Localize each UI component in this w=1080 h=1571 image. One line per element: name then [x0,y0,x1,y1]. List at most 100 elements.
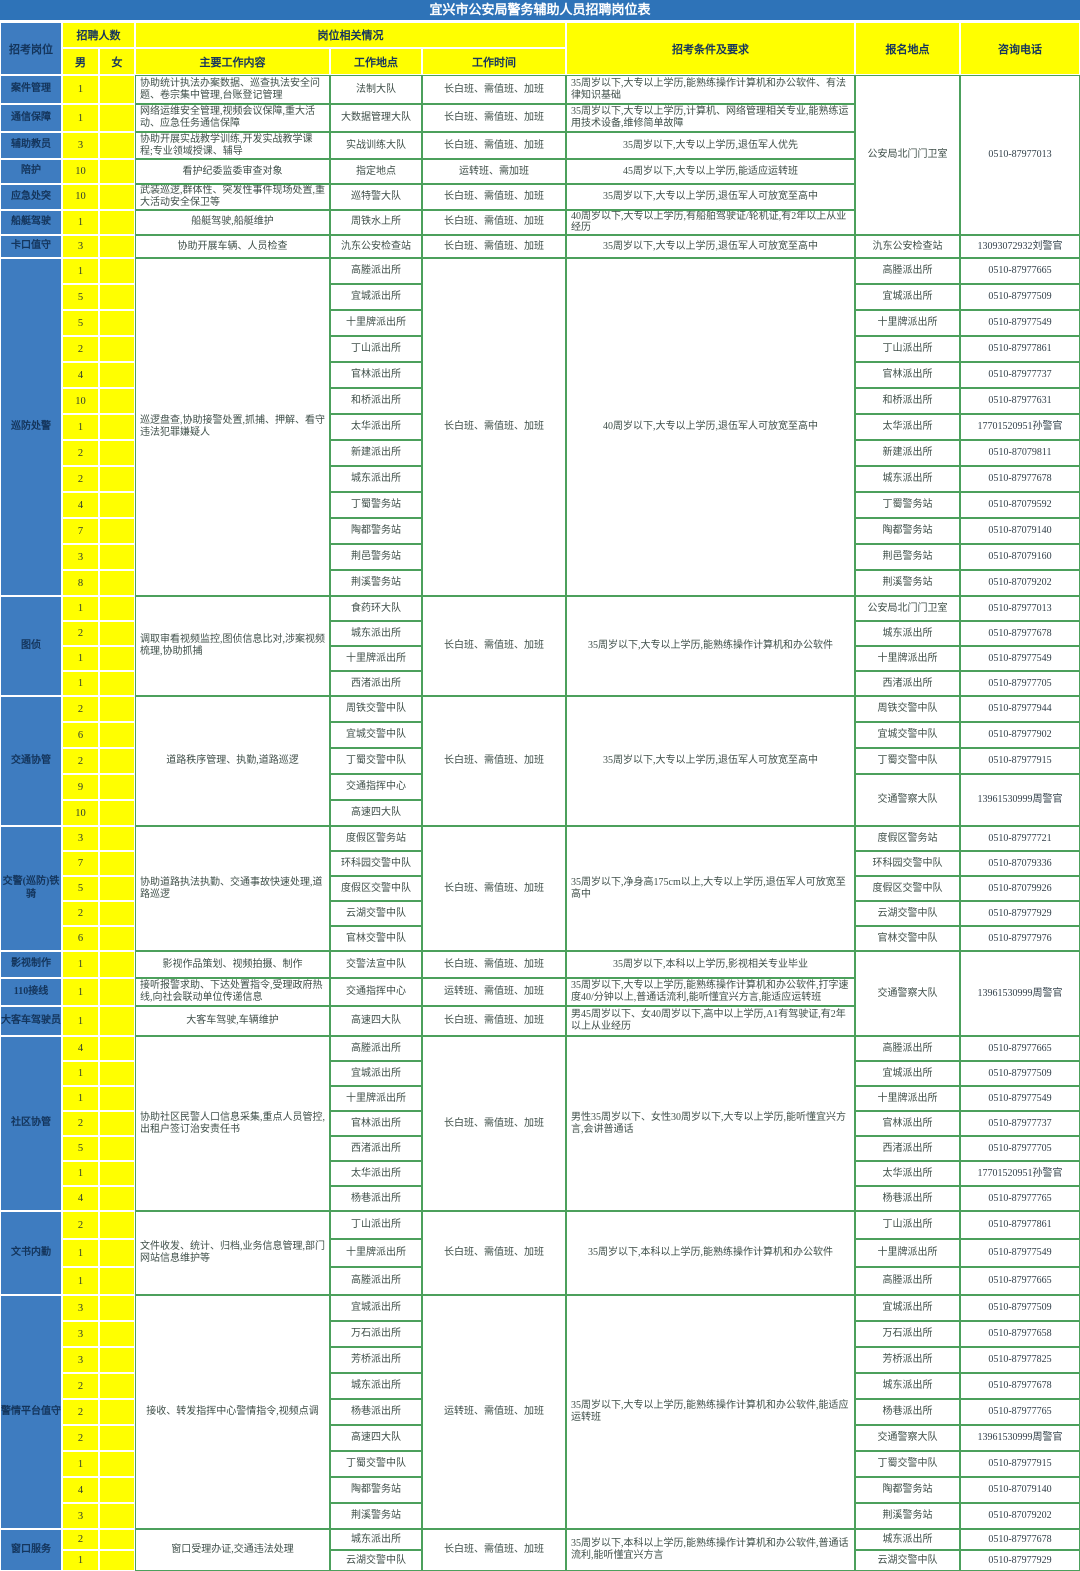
header-row-1: 招考岗位 招聘人数 岗位相关情况 招考条件及要求 报名地点 咨询电话 [0,22,1080,75]
register-place-cell: 宜城派出所 [855,284,960,311]
table-body: 案件管理 1 协助统计执法办案数据、巡查执法安全问题、卷宗集中管理,台账登记管理 法制… [0,75,1080,1571]
work-place-cell: 丁蜀交警中队 [330,1451,422,1478]
position-cell: 文书内勤 [0,1211,62,1296]
register-place-cell: 高塍派出所 [855,1267,960,1296]
requirement-cell: 35周岁以下,大专以上学历,能熟练操作计算机和办公软件 [566,596,855,697]
register-place-cell: 西渚派出所 [855,671,960,697]
duty-cell: 网络运维安全管理,视频会议保障,重大活动、应急任务通信保障 [135,104,330,132]
duty-cell: 协助开展实战教学训练,开发实战教学课程;专业领域授课、辅导 [135,132,330,159]
register-place-cell: 杨巷派出所 [855,1186,960,1212]
count-cell: 2 [62,1111,99,1137]
requirement-cell: 35周岁以下,本科以上学历,影视相关专业毕业 [566,951,855,979]
position-cell: 卡口值守 [0,235,62,259]
count-cell: 5 [62,284,99,311]
work-place-cell: 度假区交警中队 [330,876,422,902]
requirement-cell: 35周岁以下,本科以上学历,能熟练操作计算机和办公软件 [566,1211,855,1296]
register-place-cell: 官林派出所 [855,1111,960,1137]
count-cell: 2 [62,1425,99,1452]
work-place-cell: 云湖交警中队 [330,901,422,927]
table-row: 4 官林派出所 官林派出所 0510-87977737 [0,362,1080,389]
count-cell: 1 [62,646,99,672]
table-row: 3 荆邑警务站 荆邑警务站 0510-87079160 [0,544,1080,571]
register-place-cell: 城东派出所 [855,621,960,647]
count-cell [99,104,135,132]
count-cell: 7 [62,518,99,545]
phone-cell: 0510-87079140 [960,1477,1080,1504]
count-cell [99,926,135,952]
count-cell: 2 [62,1373,99,1400]
requirement-cell: 35周岁以下,净身高175cm以上,大专以上学历,退伍军人可放宽至高中 [566,826,855,952]
count-cell: 2 [62,1529,99,1551]
title-bar: 宜兴市公安局警务辅助人员招聘岗位表 [0,0,1080,22]
work-place-cell: 城东派出所 [330,466,422,493]
count-cell: 1 [62,104,99,132]
count-cell: 4 [62,1186,99,1212]
count-cell: 1 [62,1161,99,1187]
count-cell [99,696,135,723]
table-row: 7 陶都警务站 陶都警务站 0510-87079140 [0,518,1080,545]
work-place-cell: 宜城交警中队 [330,722,422,749]
position-cell: 交通协管 [0,696,62,827]
register-place-cell: 十里牌派出所 [855,1239,960,1268]
register-place-cell: 高塍派出所 [855,1036,960,1062]
position-cell: 船艇驾驶 [0,209,62,236]
phone-cell: 0510-87977549 [960,646,1080,672]
count-cell [99,1111,135,1137]
position-cell: 社区协管 [0,1036,62,1212]
work-place-cell: 巡特警大队 [330,184,422,210]
phone-cell: 0510-87977549 [960,1239,1080,1268]
count-cell [99,800,135,827]
phone-cell: 0510-87977705 [960,671,1080,697]
work-place-cell: 杨巷派出所 [330,1186,422,1212]
work-place-cell: 高塍派出所 [330,258,422,285]
count-cell [99,362,135,389]
table-row: 3 荆溪警务站 荆溪警务站 0510-87079202 [0,1503,1080,1530]
position-cell: 通信保障 [0,104,62,132]
work-time-cell: 长白班、需值班、加班 [422,75,566,104]
count-cell [99,1373,135,1400]
phone-cell: 0510-87977765 [960,1186,1080,1212]
count-cell [99,646,135,672]
count-cell [99,621,135,647]
requirement-cell: 35周岁以下,本科以上学历,能熟练操作计算机和办公软件,普通话流利,能听懂宜兴方… [566,1529,855,1571]
count-cell: 3 [62,1503,99,1530]
register-place-cell: 荆邑警务站 [855,544,960,571]
register-place-cell: 丁山派出所 [855,336,960,363]
table-row: 3 芳桥派出所 芳桥派出所 0510-87977825 [0,1347,1080,1374]
position-cell: 辅助教员 [0,132,62,159]
register-place-cell: 丁蜀警务站 [855,492,960,519]
duty-cell: 文件收发、统计、归档,业务信息管理,部门网站信息维护等 [135,1211,330,1296]
requirement-cell: 40周岁以下,大专以上学历,有船舶驾驶证/轮机证,有2年以上从业经历 [566,209,855,236]
table-row: 2 高速四大队 交通警察大队 13961530999周警官 [0,1425,1080,1452]
work-place-cell: 高速四大队 [330,1006,422,1037]
count-cell: 1 [62,209,99,236]
table-row: 1 太华派出所 太华派出所 17701520951孙警官 [0,1161,1080,1187]
count-cell [99,826,135,852]
phone-cell: 0510-87977861 [960,1211,1080,1240]
register-place-cell: 宜城派出所 [855,1061,960,1087]
phone-cell: 0510-87079202 [960,570,1080,597]
register-place-cell: 城东派出所 [855,466,960,493]
work-place-cell: 芳桥派出所 [330,1347,422,1374]
count-cell: 2 [62,336,99,363]
table-row: 1 十里牌派出所 十里牌派出所 0510-87977549 [0,1086,1080,1112]
count-cell [99,1036,135,1062]
work-place-cell: 杨巷派出所 [330,1399,422,1426]
table-row: 2 官林派出所 官林派出所 0510-87977737 [0,1111,1080,1137]
count-cell: 10 [62,800,99,827]
count-cell [99,1347,135,1374]
work-place-cell: 官林派出所 [330,1111,422,1137]
work-place-cell: 宜城派出所 [330,1295,422,1322]
work-place-cell: 氿东公安检查站 [330,235,422,259]
requirement-cell: 35周岁以下,大专以上学历,退伍军人可放宽至高中 [566,184,855,210]
phone-cell: 0510-87977509 [960,284,1080,311]
phone-cell: 13961530999周警官 [960,774,1080,827]
work-time-cell: 长白班、需值班、加班 [422,596,566,697]
position-cell: 大客车驾驶员 [0,1006,62,1037]
work-time-cell: 长白班、需值班、加班 [422,258,566,597]
col-header-work-place: 工作地点 [330,48,422,75]
register-place-cell: 度假区警务站 [855,826,960,852]
table-row: 陪护 10 看护纪委监委审查对象 指定地点 运转班、需加班 45周岁以下,大专以上学历,能… [0,159,1080,184]
work-place-cell: 西渚派出所 [330,1136,422,1162]
count-cell: 1 [62,258,99,285]
